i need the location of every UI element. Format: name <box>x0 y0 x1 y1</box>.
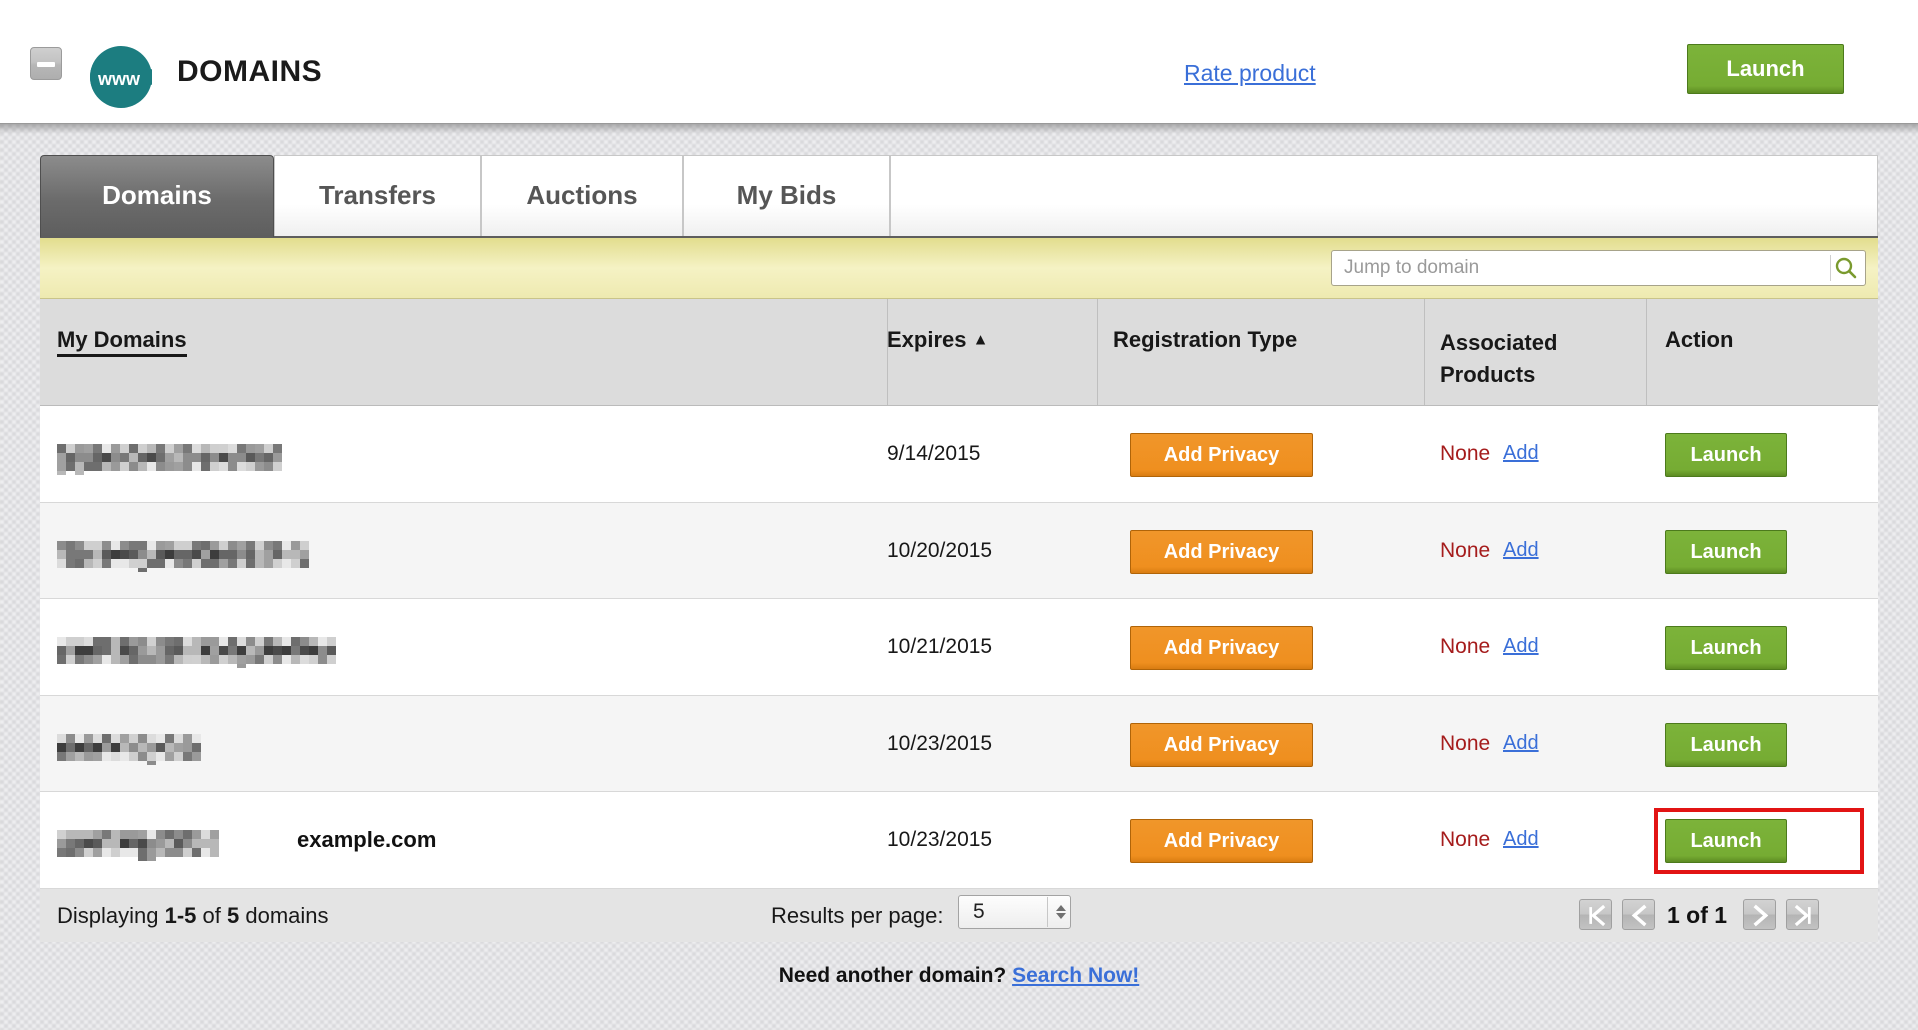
svg-text:www: www <box>97 69 141 89</box>
